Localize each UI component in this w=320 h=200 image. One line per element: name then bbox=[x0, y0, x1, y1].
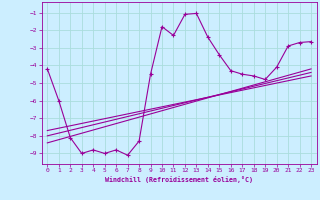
X-axis label: Windchill (Refroidissement éolien,°C): Windchill (Refroidissement éolien,°C) bbox=[105, 176, 253, 183]
